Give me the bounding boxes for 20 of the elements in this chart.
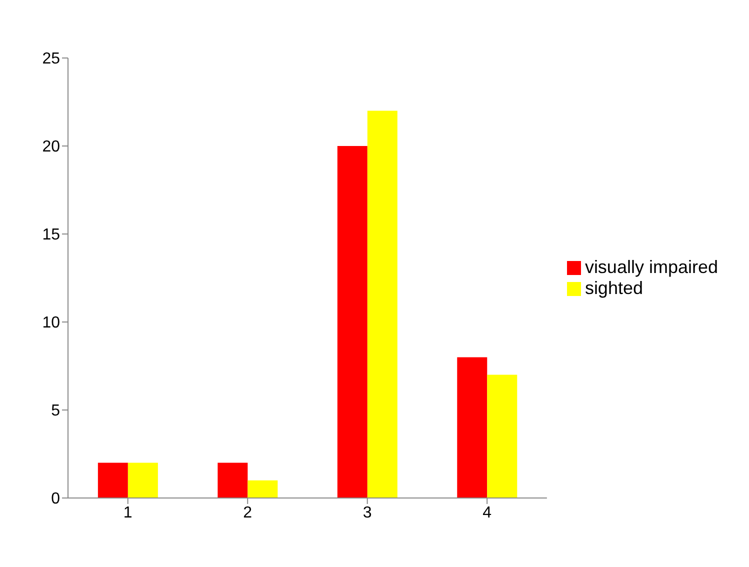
x-tick-label: 2 bbox=[243, 504, 252, 522]
x-tick-label: 1 bbox=[123, 504, 132, 522]
x-tick-label: 3 bbox=[362, 504, 372, 522]
y-tick-label: 5 bbox=[51, 402, 60, 420]
y-tick-label: 0 bbox=[51, 490, 60, 508]
x-tick-label: 4 bbox=[482, 504, 492, 522]
bar bbox=[218, 462, 248, 498]
bar bbox=[337, 146, 368, 498]
bar bbox=[457, 357, 488, 498]
legend-label: visually impaired bbox=[584, 257, 718, 277]
bar bbox=[487, 374, 518, 498]
bar bbox=[128, 462, 158, 498]
y-tick-label: 20 bbox=[42, 138, 60, 156]
y-tick-label: 25 bbox=[42, 50, 60, 68]
bar bbox=[367, 110, 398, 498]
bar bbox=[248, 480, 278, 498]
bar bbox=[98, 462, 128, 498]
legend-label: sighted bbox=[584, 278, 643, 298]
y-tick-label: 10 bbox=[42, 314, 60, 332]
y-tick-label: 15 bbox=[42, 226, 60, 244]
